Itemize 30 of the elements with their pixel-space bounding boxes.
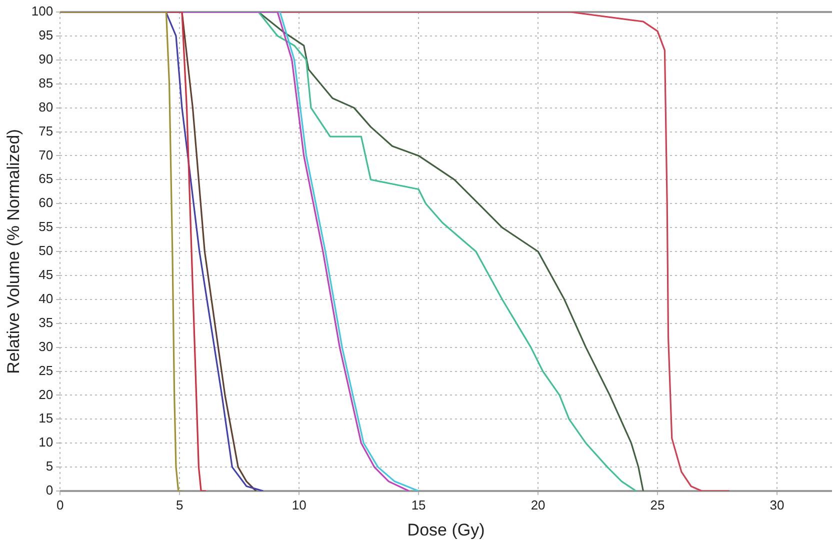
- y-tick-label: 75: [38, 123, 54, 138]
- y-tick-label: 50: [38, 243, 54, 258]
- x-tick-label: 30: [770, 497, 784, 512]
- y-tick-label: 95: [38, 28, 54, 43]
- y-tick-label: 0: [46, 482, 54, 498]
- y-tick-label: 40: [38, 290, 54, 306]
- y-tick-label: 90: [38, 51, 54, 66]
- y-tick-label: 65: [38, 171, 54, 186]
- y-tick-label: 60: [38, 195, 54, 210]
- y-tick-label: 35: [38, 314, 54, 330]
- x-tick-label: 0: [56, 497, 64, 512]
- y-axis-title: Relative Volume (% Normalized): [4, 129, 23, 374]
- x-axis-title: Dose (Gy): [407, 520, 485, 540]
- y-tick-label: 85: [38, 75, 54, 90]
- x-tick-label: 5: [176, 497, 184, 512]
- y-tick-label: 25: [38, 362, 54, 378]
- y-tick-label: 55: [38, 219, 54, 234]
- y-tick-label: 5: [46, 458, 54, 474]
- x-tick-label: 15: [411, 497, 426, 512]
- x-tick-label: 20: [530, 497, 546, 512]
- y-tick-label: 10: [38, 434, 54, 450]
- y-tick-label: 100: [31, 4, 54, 19]
- y-tick-label: 15: [38, 410, 54, 426]
- y-tick-label: 30: [38, 338, 54, 354]
- y-tick-label: 45: [38, 267, 54, 282]
- y-tick-label: 70: [38, 147, 54, 162]
- x-tick-label: 10: [292, 497, 306, 512]
- x-tick-label: 25: [650, 497, 665, 512]
- y-tick-label: 20: [38, 386, 54, 402]
- y-tick-label: 80: [38, 99, 54, 114]
